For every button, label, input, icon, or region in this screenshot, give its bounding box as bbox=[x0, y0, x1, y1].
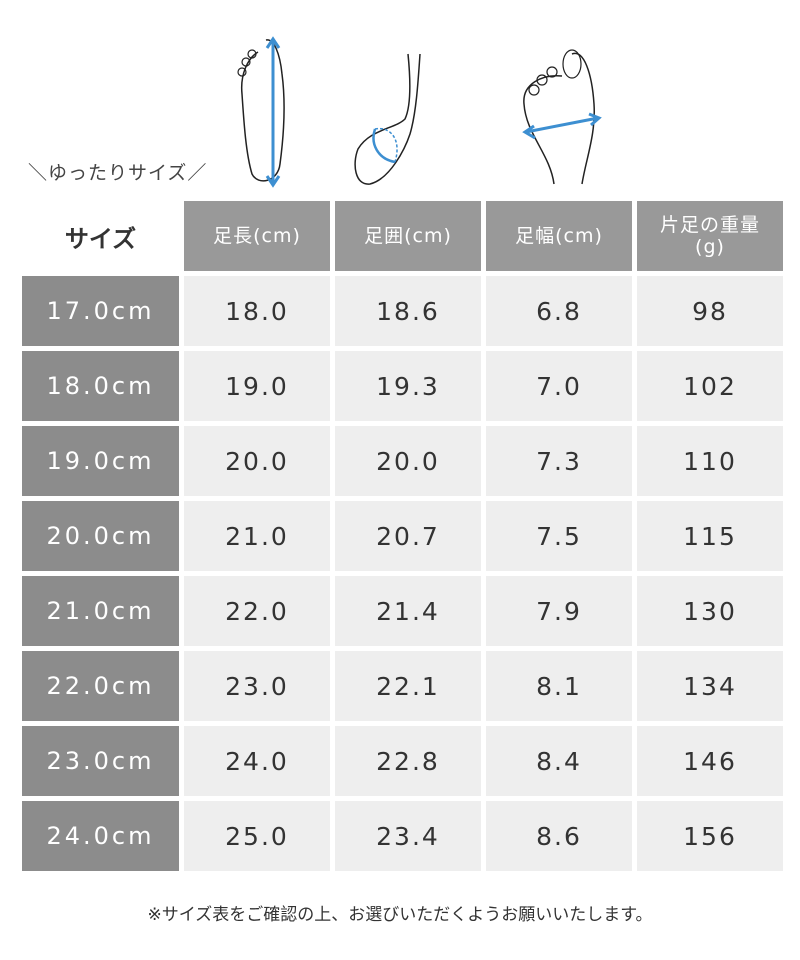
foot-width-cell: 7.9 bbox=[486, 576, 632, 646]
weight-cell: 115 bbox=[637, 501, 783, 571]
size-table: サイズ 足長(cm) 足囲(cm) 足幅(cm) 片足の重量 (g) 17.0c… bbox=[22, 201, 784, 871]
weight-cell: 130 bbox=[637, 576, 783, 646]
header-foot-girth: 足囲(cm) bbox=[335, 201, 481, 271]
foot-girth-cell: 21.4 bbox=[335, 576, 481, 646]
foot-width-cell: 7.5 bbox=[486, 501, 632, 571]
weight-cell: 102 bbox=[637, 351, 783, 421]
foot-girth-cell: 20.0 bbox=[335, 426, 481, 496]
foot-width-cell: 8.4 bbox=[486, 726, 632, 796]
foot-length-cell: 21.0 bbox=[184, 501, 330, 571]
size-cell: 22.0cm bbox=[22, 651, 179, 721]
foot-length-cell: 18.0 bbox=[184, 276, 330, 346]
foot-girth-cell: 23.4 bbox=[335, 801, 481, 871]
foot-width-cell: 8.1 bbox=[486, 651, 632, 721]
foot-girth-cell: 22.1 bbox=[335, 651, 481, 721]
foot-length-cell: 23.0 bbox=[184, 651, 330, 721]
foot-length-cell: 22.0 bbox=[184, 576, 330, 646]
foot-length-cell: 19.0 bbox=[184, 351, 330, 421]
size-cell: 17.0cm bbox=[22, 276, 179, 346]
header-foot-width: 足幅(cm) bbox=[486, 201, 632, 271]
size-cell: 24.0cm bbox=[22, 801, 179, 871]
size-cell: 20.0cm bbox=[22, 501, 179, 571]
footnote: ※サイズ表をご確認の上、お選びいただくようお願いいたします。 bbox=[147, 905, 653, 925]
weight-cell: 98 bbox=[637, 276, 783, 346]
foot-length-cell: 20.0 bbox=[184, 426, 330, 496]
foot-girth-cell: 19.3 bbox=[335, 351, 481, 421]
weight-cell: 110 bbox=[637, 426, 783, 496]
foot-length-icon bbox=[237, 36, 285, 188]
foot-width-cell: 7.0 bbox=[486, 351, 632, 421]
weight-cell: 134 bbox=[637, 651, 783, 721]
header-foot-length: 足長(cm) bbox=[184, 201, 330, 271]
size-cell: 19.0cm bbox=[22, 426, 179, 496]
weight-cell: 156 bbox=[637, 801, 783, 871]
header-size: サイズ bbox=[22, 201, 179, 271]
foot-width-cell: 6.8 bbox=[486, 276, 632, 346]
foot-width-cell: 7.3 bbox=[486, 426, 632, 496]
weight-cell: 146 bbox=[637, 726, 783, 796]
foot-girth-icon bbox=[354, 53, 421, 185]
foot-width-icon bbox=[522, 49, 602, 185]
foot-length-cell: 25.0 bbox=[184, 801, 330, 871]
foot-girth-cell: 22.8 bbox=[335, 726, 481, 796]
header-weight: 片足の重量 (g) bbox=[637, 201, 783, 271]
foot-girth-cell: 18.6 bbox=[335, 276, 481, 346]
foot-length-cell: 24.0 bbox=[184, 726, 330, 796]
size-cell: 21.0cm bbox=[22, 576, 179, 646]
foot-width-cell: 8.6 bbox=[486, 801, 632, 871]
size-cell: 18.0cm bbox=[22, 351, 179, 421]
size-cell: 23.0cm bbox=[22, 726, 179, 796]
caption-relaxed-size: ＼ゆったりサイズ／ bbox=[28, 162, 208, 184]
foot-girth-cell: 20.7 bbox=[335, 501, 481, 571]
